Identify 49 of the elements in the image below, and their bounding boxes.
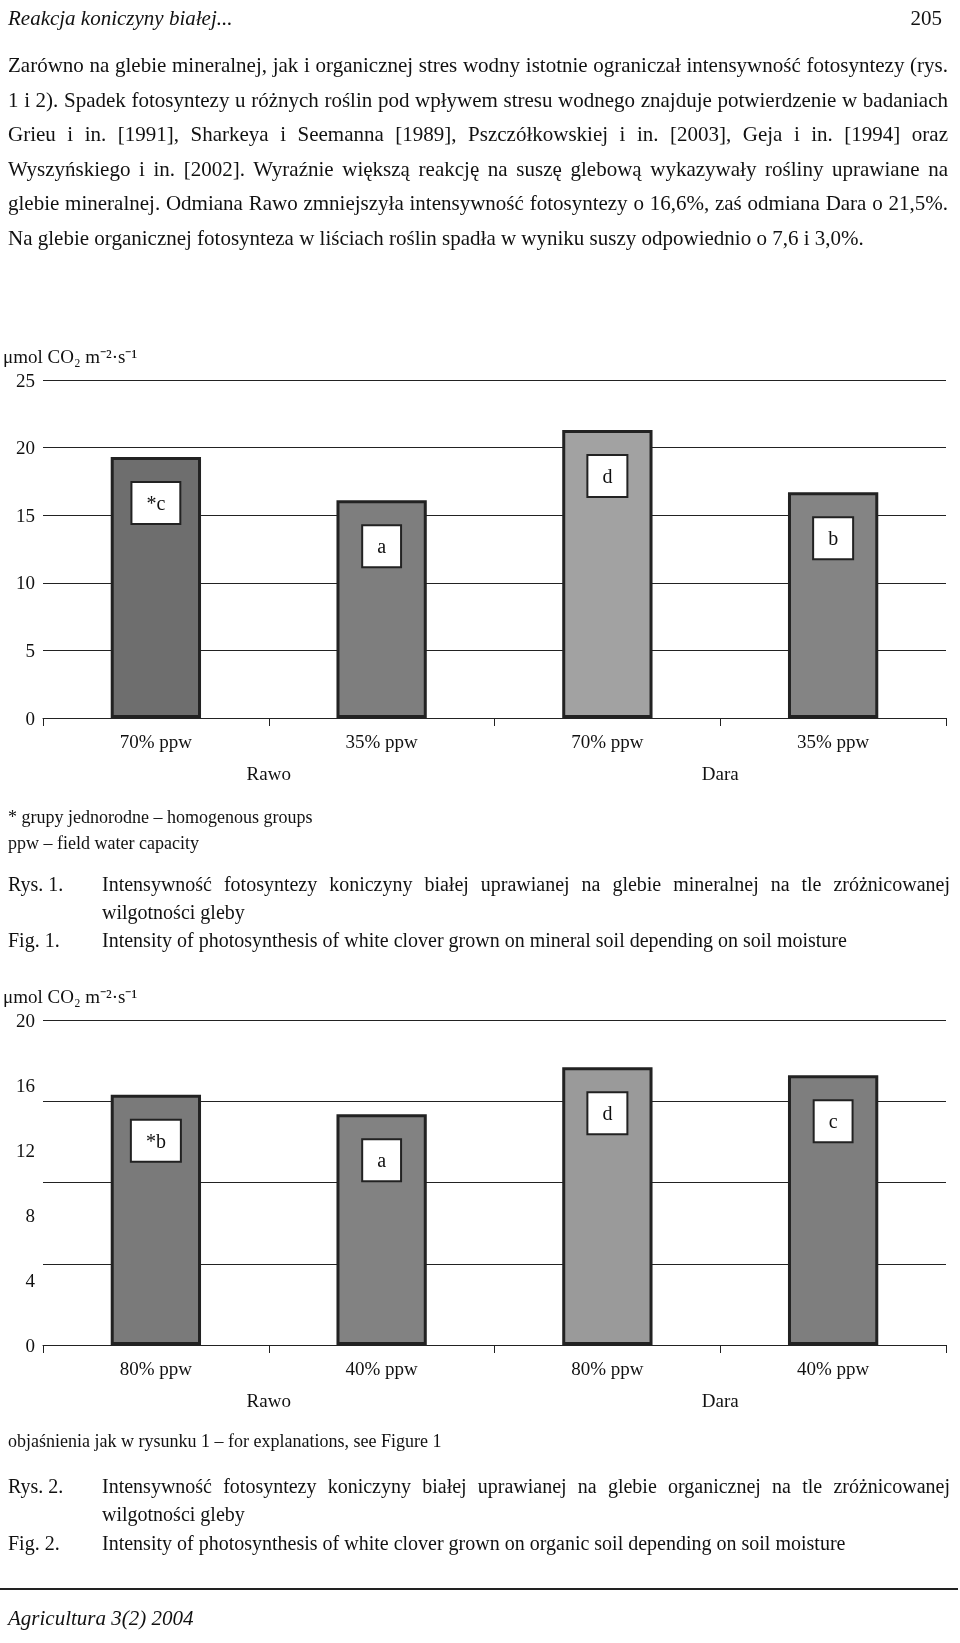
data-label: *b — [145, 1129, 166, 1152]
x-tick-label: 70% ppw — [119, 731, 193, 752]
x-tick-label: 80% ppw — [571, 1358, 644, 1379]
x-tick-label: 80% ppw — [119, 1358, 193, 1379]
text: Dara — [701, 1390, 740, 1411]
text: * grupy jednorodne – homogenous groups — [8, 806, 313, 829]
text: Intensywność fotosyntezy koniczyny białej uprawianej na glebie organicznej na tle zróżnicowanej wilgotności gleby — [102, 1474, 950, 1528]
y-tick-label: 12 — [16, 1139, 35, 1161]
text: Zarówno na glebie mineralnej, jak i organicznej stres wodny istotnie ograniczał intensywność fotosyntezy (rys. 1 i 2). Spadek fotosyntezy u różnych roślin pod wpływem stresu wodnego znajduje potwierdzenie w badaniach Grieu i in. [1991], Sharkeya i Seemanna [1989], Pszczółkowskiej i in. [2003], Geja i in. [1994] oraz Wyszyńskiego i in. [2002]. Wyraźnie większą reakcję na suszę glebową wykazywały rośliny uprawiane na glebie mineralnej. Odmiana Rawo zmniejszyła intensywność fotosyntezy o 16,6%, zaś odmiana Dara o 21,5%. Na glebie organicznej fotosynteza w liściach roślin spadła w wyniku suszy odpowiednio o 7,6 i 3,0%. — [8, 52, 948, 252]
y-tick-label: 0 — [25, 707, 35, 729]
data-label: b — [828, 527, 839, 550]
caption: Fig. 1. — [8, 928, 60, 954]
x-tick-label: 40% ppw — [345, 1358, 419, 1379]
y-axis-title: μmol CO₂ m⁻²·s⁻¹ — [3, 346, 138, 367]
text: objaśnienia jak w rysunku 1 – for explanations, see Figure 1 — [8, 1430, 442, 1453]
data-label: d — [602, 465, 613, 488]
data-label: a — [377, 535, 387, 558]
text: Reakcja koniczyny białej... — [8, 5, 233, 32]
y-axis-title: μmol CO₂ m⁻²·s⁻¹ — [3, 986, 138, 1007]
text: Rys. 1. — [8, 872, 64, 898]
y-tick-label: 4 — [25, 1269, 36, 1291]
text: 205 — [910, 5, 942, 32]
text: Intensity of photosynthesis of white clover grown on organic soil depending on soil moisture — [102, 1531, 847, 1557]
data-label: c — [828, 1110, 838, 1133]
text: Rawo — [246, 763, 291, 784]
y-tick-label: 20 — [16, 437, 35, 459]
y-tick-label: 16 — [16, 1074, 35, 1096]
y-tick-label: 0 — [25, 1334, 35, 1356]
y-tick-label: 25 — [16, 369, 35, 391]
text: Intensywność fotosyntezy koniczyny białej uprawianej na glebie mineralnej na tle zróżnicowanej wilgotności gleby — [102, 872, 950, 926]
y-tick-label: 8 — [25, 1204, 35, 1226]
y-tick-label: 15 — [16, 504, 35, 526]
text: Dara — [701, 763, 740, 784]
y-tick-label: 10 — [16, 572, 35, 594]
caption: Fig. 2. — [8, 1531, 60, 1557]
text: Intensity of photosynthesis of white clover grown on mineral soil depending on soil moisture — [102, 928, 848, 954]
y-tick-label: 20 — [16, 1009, 35, 1031]
x-tick-label: 35% ppw — [796, 731, 870, 752]
text: Agricultura 3(2) 2004 — [0, 1588, 958, 1632]
y-tick-label: 5 — [25, 639, 35, 661]
data-label: a — [377, 1149, 387, 1172]
text: Rawo — [246, 1390, 291, 1411]
text: ppw – field water capacity — [8, 832, 199, 855]
x-tick-label: 40% ppw — [796, 1358, 870, 1379]
data-label: d — [602, 1102, 613, 1125]
x-tick-label: 70% ppw — [571, 731, 644, 752]
data-label: *c — [146, 492, 166, 515]
text: Rys. 2. — [8, 1474, 64, 1500]
x-tick-label: 35% ppw — [345, 731, 419, 752]
